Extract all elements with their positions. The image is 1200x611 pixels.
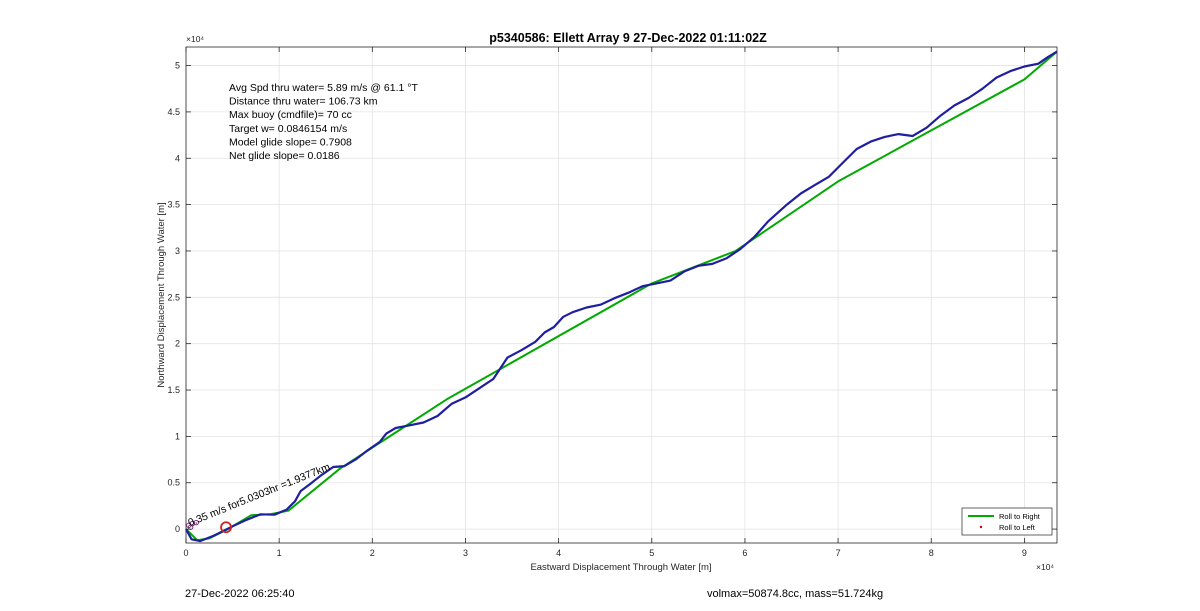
y-tick-label: 3.5: [167, 200, 180, 210]
y-axis-label: Northward Displacement Through Water [m]: [156, 202, 167, 387]
x-tick-label: 6: [742, 548, 747, 558]
stats-annotation: Avg Spd thru water= 5.89 m/s @ 61.1 °T Di…: [229, 82, 418, 162]
chart-title: p5340586: Ellett Array 9 27-Dec-2022 01:…: [489, 31, 767, 45]
y-tick-label: 3: [175, 246, 180, 256]
tick-group: 0 1 2 3 4 5 6 7 8 9 0 0.5 1 1.5 2 2.5 3 3.5 4 4.5 5: [167, 47, 1057, 558]
x-tick-label: 8: [929, 548, 934, 558]
footer-timestamp: 27-Dec-2022 06:25:40: [185, 588, 295, 600]
x-tick-label: 5: [649, 548, 654, 558]
legend-entry: Roll to Right: [999, 512, 1041, 521]
footer-volmax-mass: volmax=50874.8cc, mass=51.724kg: [707, 588, 884, 600]
stats-line: Max buoy (cmdfile)= 70 cc: [229, 109, 352, 121]
y-tick-label: 1.5: [167, 385, 180, 395]
axes-box: [185, 46, 1058, 544]
x-tick-label: 3: [463, 548, 468, 558]
y-tick-label: 0: [175, 524, 180, 534]
series-line-track: [185, 50, 1058, 543]
legend-entry: Roll to Left: [999, 523, 1036, 532]
x-tick-label: 9: [1022, 548, 1027, 558]
stats-line: Net glide slope= 0.0186: [229, 150, 340, 162]
stats-line: Avg Spd thru water= 5.89 m/s @ 61.1 °T: [229, 82, 418, 94]
legend-box: [961, 507, 1053, 536]
x-axis-label: Eastward Displacement Through Water [m]: [530, 562, 711, 573]
y-tick-label: 5: [175, 61, 180, 71]
y-axis-exponent: ×10⁴: [186, 34, 204, 44]
stats-line: Model glide slope= 0.7908: [229, 136, 352, 148]
y-tick-label: 1: [175, 431, 180, 441]
origin-point: [193, 519, 199, 526]
start-marker: [220, 521, 232, 534]
x-tick-label: 4: [556, 548, 561, 558]
y-tick-label: 4.5: [167, 107, 180, 117]
stats-line: Distance thru water= 106.73 km: [229, 96, 378, 108]
x-tick-label: 7: [836, 548, 841, 558]
x-tick-label: 1: [277, 548, 282, 558]
legend: Roll to Right Roll to Left: [961, 507, 1053, 536]
x-tick-label: 2: [370, 548, 375, 558]
y-tick-label: 2.5: [167, 292, 180, 302]
y-tick-label: 2: [175, 339, 180, 349]
segment-speed-annotation: 0.35 m/s for5.0303hr =1.9377km: [186, 461, 332, 529]
grid-lines: [185, 47, 1057, 543]
y-tick-label: 4: [175, 153, 180, 163]
y-tick-label: 0.5: [167, 478, 180, 488]
x-tick-label: 0: [183, 548, 188, 558]
series-group: [185, 50, 1058, 543]
stats-line: Target w= 0.0846154 m/s: [229, 123, 347, 135]
legend-swatch-marker: [979, 525, 983, 529]
x-axis-exponent: ×10⁴: [1036, 562, 1054, 572]
